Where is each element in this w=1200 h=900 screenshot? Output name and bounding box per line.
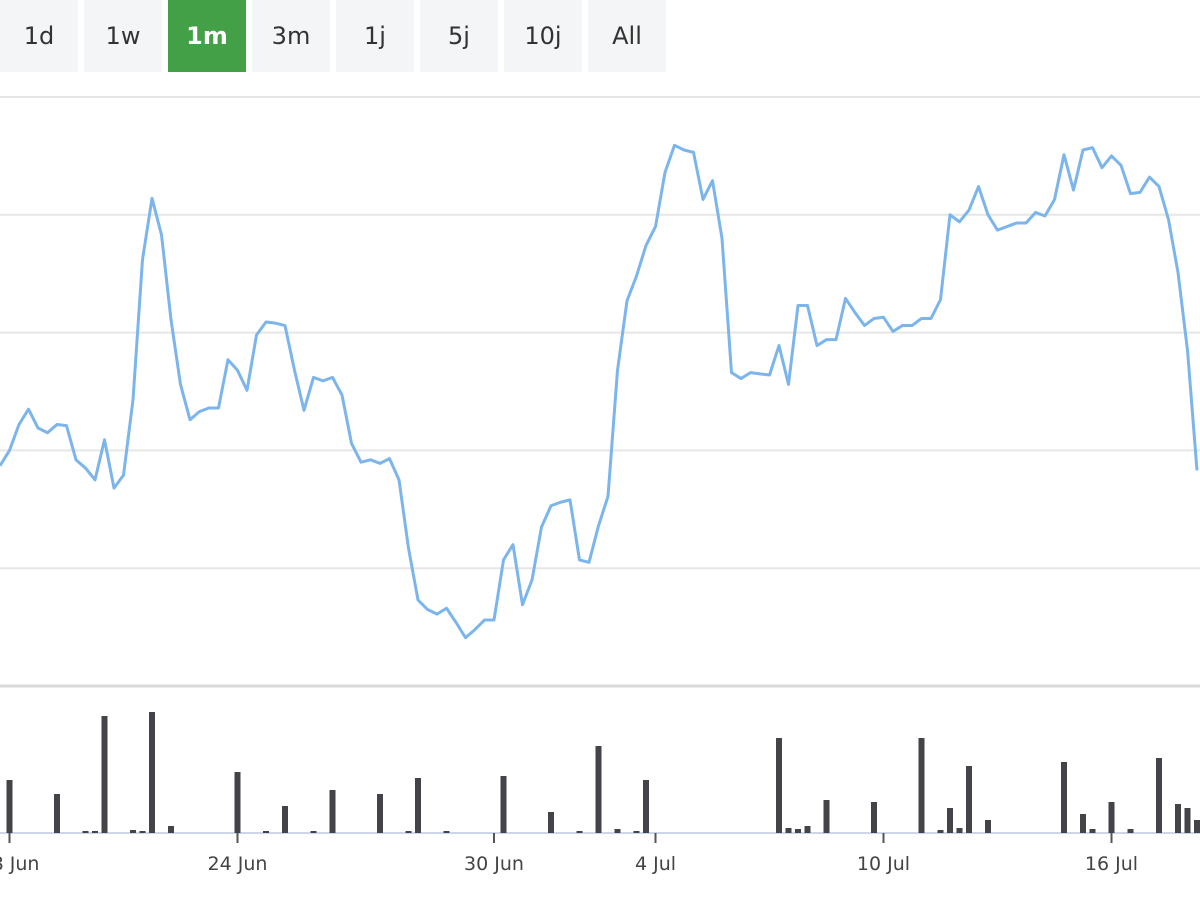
volume-bar	[1061, 762, 1067, 833]
volume-bar	[956, 828, 963, 833]
volume-bar	[168, 826, 174, 833]
volume-bar	[966, 766, 972, 833]
volume-bar	[804, 826, 811, 833]
range-button[interactable]: All	[588, 0, 666, 72]
x-tick-label: 30 Jun	[464, 853, 524, 875]
volume-bar	[282, 806, 288, 833]
volume-bar	[1127, 829, 1134, 833]
volume-bar	[329, 790, 336, 833]
x-tick-label: 4 Jul	[635, 853, 676, 875]
volume-bar	[595, 746, 602, 833]
range-button[interactable]: 1m	[168, 0, 246, 72]
volume-bar	[92, 831, 98, 833]
volume-bar	[776, 738, 782, 833]
volume-bar	[548, 812, 554, 833]
range-button[interactable]: 1j	[336, 0, 414, 72]
volume-bar	[947, 808, 953, 833]
volume-bar	[54, 794, 60, 833]
x-tick-label: 18 Jun	[0, 853, 39, 875]
volume-bar	[1108, 802, 1115, 833]
volume-bar	[1089, 829, 1096, 833]
volume-bar	[1156, 758, 1162, 833]
range-selector: 1d 1w 1m 3m 1j 5j 10j All	[0, 0, 666, 72]
volume-bar	[785, 828, 792, 833]
price-line	[0, 143, 1199, 640]
volume-bar	[377, 794, 383, 833]
volume-bar	[795, 829, 801, 833]
range-button[interactable]: 1w	[84, 0, 162, 72]
x-tick-label: 10 Jul	[857, 853, 910, 875]
range-button[interactable]: 1d	[0, 0, 78, 72]
volume-bar	[1194, 820, 1200, 833]
volume-bar	[643, 780, 649, 833]
volume-bar	[576, 831, 583, 833]
volume-bar	[443, 831, 450, 833]
volume-bar	[310, 831, 317, 833]
volume-bar	[937, 830, 944, 833]
range-button[interactable]: 5j	[420, 0, 498, 72]
volume-bar	[149, 712, 155, 833]
volume-bar	[6, 780, 13, 833]
volume-bar	[614, 829, 621, 833]
volume-bar	[263, 831, 269, 833]
volume-bar	[500, 776, 507, 833]
volume-bar	[1175, 804, 1181, 833]
x-tick-label: 16 Jul	[1085, 853, 1138, 875]
volume-bar	[82, 831, 89, 833]
volume-bar	[405, 831, 412, 833]
volume-bar	[871, 802, 877, 833]
volume-bar	[415, 778, 421, 833]
x-tick-label: 24 Jun	[208, 853, 268, 875]
volume-bar	[633, 831, 640, 833]
volume-bar	[234, 772, 241, 833]
range-button[interactable]: 3m	[252, 0, 330, 72]
volume-bar	[130, 830, 136, 833]
volume-bar	[985, 820, 991, 833]
volume-bar	[1080, 814, 1086, 833]
volume-bar	[918, 738, 925, 833]
range-button[interactable]: 10j	[504, 0, 582, 72]
volume-bar	[101, 716, 108, 833]
volume-bar	[823, 800, 830, 833]
volume-bar	[139, 831, 146, 833]
volume-bar	[1184, 808, 1191, 833]
